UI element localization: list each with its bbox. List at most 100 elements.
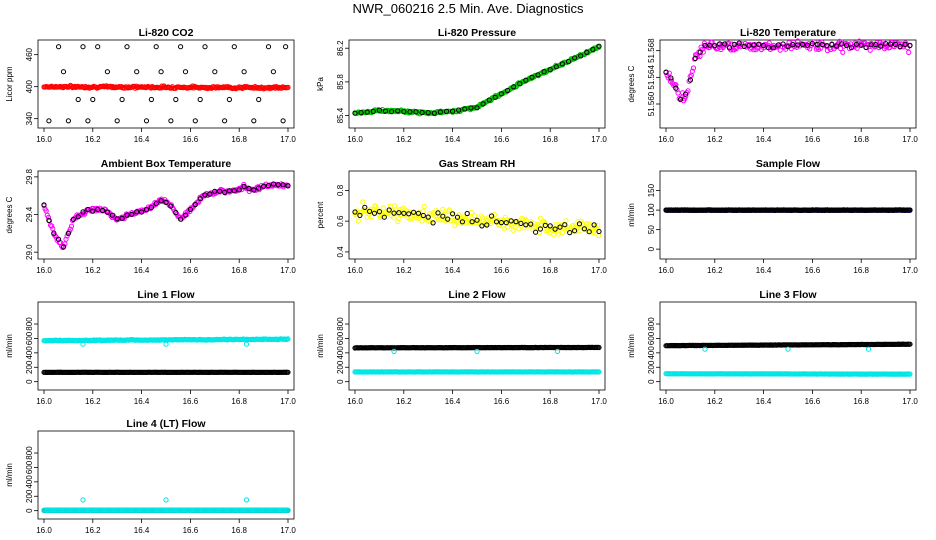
data-point xyxy=(819,41,825,48)
data-point xyxy=(555,231,561,237)
x-tick-label: 16.4 xyxy=(756,397,772,406)
x-tick-label: 16.6 xyxy=(805,397,821,406)
data-point xyxy=(202,44,208,50)
data-point xyxy=(712,43,718,49)
data-point xyxy=(559,61,566,67)
data-point xyxy=(431,110,437,116)
x-tick-label: 17.0 xyxy=(280,135,296,144)
data-point xyxy=(489,213,495,219)
y-tick-label: 85.8 xyxy=(336,74,345,90)
data-point xyxy=(685,88,691,94)
x-tick-label: 16.8 xyxy=(853,135,869,144)
data-point xyxy=(41,202,47,208)
data-point xyxy=(275,182,281,188)
x-tick-label: 17.0 xyxy=(280,397,296,406)
data-point xyxy=(474,348,480,354)
data-point xyxy=(65,118,72,124)
data-point xyxy=(741,43,747,50)
data-point xyxy=(887,41,894,47)
y-tick-label: 800 xyxy=(25,317,34,331)
data-point xyxy=(751,42,757,48)
y-axis-label: ml/min xyxy=(316,334,325,358)
x-tick-label: 16.6 xyxy=(183,397,199,406)
data-point xyxy=(391,210,397,216)
y-tick-label: 50 xyxy=(647,225,656,234)
data-point xyxy=(590,46,596,53)
x-tick-label: 17.0 xyxy=(280,266,296,275)
x-tick-label: 16.0 xyxy=(347,266,363,275)
data-point xyxy=(450,108,456,114)
panel-title: Ambient Box Temperature xyxy=(101,158,232,170)
x-tick-label: 16.4 xyxy=(445,135,461,144)
data-point xyxy=(256,185,262,191)
data-point xyxy=(528,221,534,227)
data-point xyxy=(376,209,382,215)
data-point xyxy=(119,96,125,103)
data-point xyxy=(48,222,54,228)
x-tick-label: 16.2 xyxy=(396,397,412,406)
data-point xyxy=(357,212,363,218)
data-point xyxy=(168,203,174,209)
panel-co2: Li-820 CO2 16.0 16.2 16.4 16.6 16.8 17.0 340 400… xyxy=(5,27,296,144)
series-black xyxy=(352,344,602,354)
data-point xyxy=(243,341,250,347)
data-point xyxy=(243,497,250,503)
panel-title: Gas Stream RH xyxy=(439,158,515,170)
x-tick-label: 16.0 xyxy=(658,266,674,275)
y-axis-label: ml/min xyxy=(5,463,14,487)
series-black xyxy=(46,44,289,124)
data-point xyxy=(834,43,840,49)
x-tick-label: 16.2 xyxy=(396,266,412,275)
data-point xyxy=(251,187,257,193)
data-point xyxy=(567,230,573,236)
data-point xyxy=(251,118,257,124)
data-point xyxy=(401,109,407,115)
data-point xyxy=(104,209,111,215)
data-point xyxy=(202,192,208,198)
data-point xyxy=(241,183,247,190)
data-point xyxy=(456,107,462,113)
data-point xyxy=(586,221,592,227)
panel-line1: Line 1 Flow 16.0 16.2 16.4 16.6 16.8 17.0 0 2004… xyxy=(5,289,296,406)
y-tick-label: 200 xyxy=(25,489,34,503)
series-cyan xyxy=(41,336,291,347)
data-point xyxy=(809,41,816,47)
data-point xyxy=(761,42,767,49)
plot-frame xyxy=(348,301,606,391)
x-tick-label: 16.4 xyxy=(134,397,150,406)
x-tick-label: 16.2 xyxy=(707,397,723,406)
data-point xyxy=(469,219,475,225)
data-point xyxy=(425,110,431,116)
series-cyan xyxy=(41,497,291,513)
series-yellow xyxy=(352,199,602,239)
data-point xyxy=(906,49,912,56)
x-tick-label: 16.8 xyxy=(231,266,247,275)
data-point xyxy=(692,55,698,62)
x-tick-label: 16.0 xyxy=(36,526,52,535)
data-point xyxy=(765,45,772,51)
data-point xyxy=(411,209,417,215)
data-point xyxy=(381,214,387,220)
data-point xyxy=(578,53,584,59)
data-point xyxy=(419,110,425,116)
data-point xyxy=(265,182,272,189)
x-tick-label: 16.6 xyxy=(183,135,199,144)
data-point xyxy=(513,83,520,90)
x-tick-label: 17.0 xyxy=(902,397,918,406)
series-black xyxy=(41,181,291,250)
data-point xyxy=(129,211,135,217)
y-tick-label: 400 xyxy=(336,346,345,360)
y-tick-label: 400 xyxy=(25,346,34,360)
data-point xyxy=(595,222,601,228)
data-point xyxy=(46,217,52,223)
data-point xyxy=(596,43,602,49)
x-tick-label: 16.0 xyxy=(36,266,52,275)
x-tick-label: 16.0 xyxy=(347,135,363,144)
x-tick-label: 16.4 xyxy=(134,266,150,275)
data-point xyxy=(572,228,578,234)
data-point xyxy=(382,108,389,114)
x-tick-label: 16.6 xyxy=(494,397,510,406)
data-point xyxy=(109,212,115,218)
data-point xyxy=(523,77,529,83)
x-tick-label: 17.0 xyxy=(591,266,607,275)
